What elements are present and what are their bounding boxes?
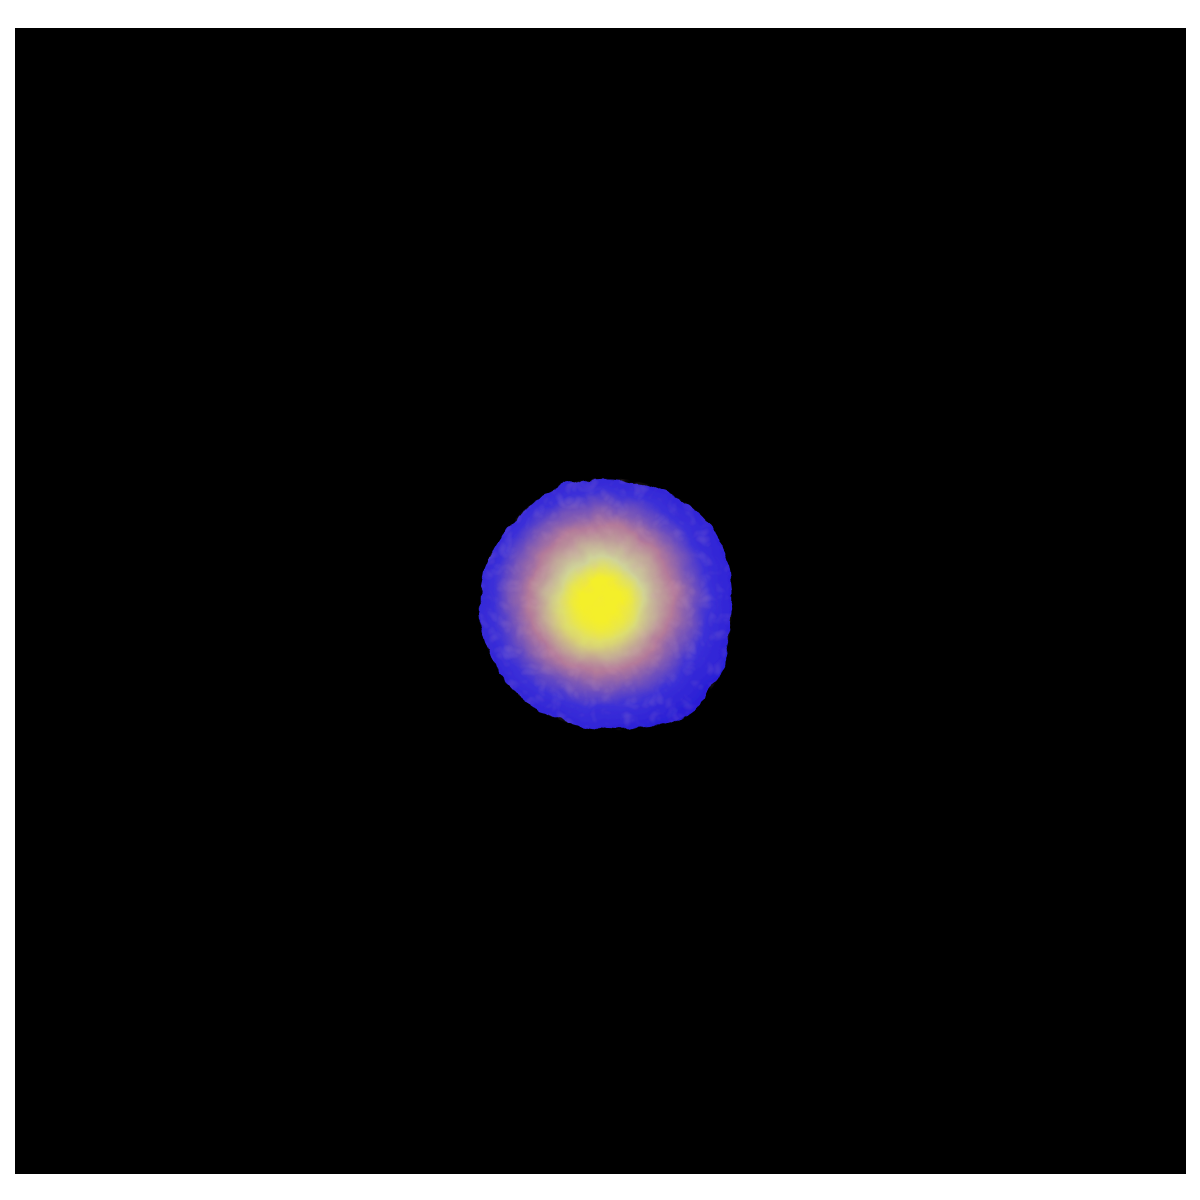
volume-render-canvas [479,477,733,731]
sphere-object [479,477,733,731]
render-viewport [15,28,1186,1174]
